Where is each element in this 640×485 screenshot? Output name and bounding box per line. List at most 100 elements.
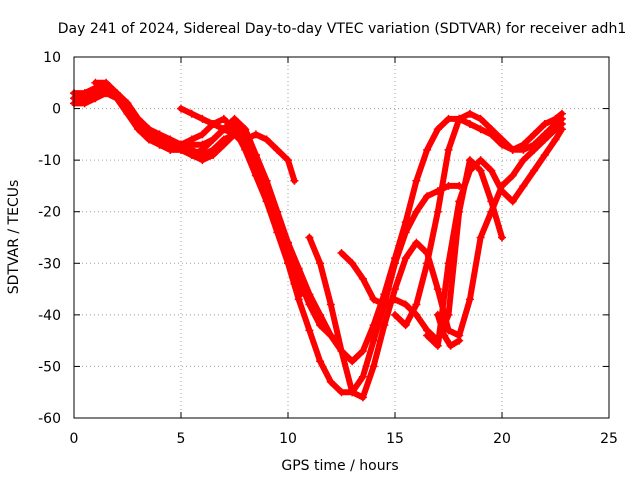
data-point-marker	[198, 114, 207, 123]
data-point-marker	[230, 120, 239, 129]
data-point-marker	[401, 254, 410, 263]
data-point-marker	[519, 156, 528, 165]
data-point-marker	[241, 135, 250, 144]
x-tick-label: 10	[279, 431, 297, 447]
data-point-marker	[358, 393, 367, 402]
data-point-marker	[262, 135, 271, 144]
data-point-marker	[284, 243, 292, 252]
data-point-marker	[112, 94, 121, 103]
data-point-marker	[455, 336, 464, 345]
data-point-marker	[423, 331, 432, 340]
data-point-marker	[433, 285, 442, 294]
data-point-marker	[316, 259, 325, 268]
data-point-marker	[540, 120, 549, 129]
series-track-7	[305, 120, 566, 402]
data-point-marker	[337, 388, 346, 397]
data-point-marker	[433, 125, 442, 134]
data-point-marker	[187, 109, 196, 118]
data-point-marker	[155, 140, 164, 149]
data-point-marker	[465, 120, 474, 129]
data-point-marker	[273, 212, 282, 221]
x-axis-label: GPS time / hours	[281, 458, 398, 474]
data-point-marker	[316, 321, 325, 330]
data-point-marker	[177, 104, 185, 113]
data-point-marker	[305, 326, 314, 335]
data-point-marker	[219, 114, 228, 123]
data-point-marker	[401, 300, 410, 309]
data-point-marker	[294, 295, 303, 304]
data-point-marker	[326, 331, 335, 340]
data-point-marker	[316, 357, 325, 366]
data-point-marker	[219, 140, 228, 149]
data-point-marker	[198, 130, 207, 139]
y-tick-label: 10	[43, 50, 61, 66]
data-point-marker	[557, 109, 566, 118]
grid	[74, 57, 609, 418]
data-point-marker	[262, 187, 271, 196]
data-point-marker	[337, 346, 346, 355]
data-point-marker	[80, 99, 89, 108]
data-point-marker	[465, 109, 474, 118]
data-point-marker	[91, 78, 100, 87]
data-point-marker	[423, 259, 432, 268]
x-tick-label: 20	[493, 431, 511, 447]
data-point-marker	[102, 83, 111, 92]
y-tick-label: -20	[38, 205, 61, 221]
data-point-marker	[433, 207, 442, 216]
data-point-marker	[519, 140, 528, 149]
data-point-marker	[380, 321, 389, 330]
x-tick-label: 15	[386, 431, 404, 447]
series-line	[92, 79, 302, 277]
data-point-marker	[444, 326, 453, 335]
data-point-marker	[540, 135, 549, 144]
data-point-marker	[391, 310, 399, 319]
y-tick-label: -60	[38, 411, 61, 427]
series-track-2	[70, 89, 464, 397]
data-point-marker	[465, 156, 474, 165]
data-point-marker	[412, 207, 421, 216]
data-point-marker	[290, 176, 299, 185]
data-point-marker	[369, 362, 378, 371]
data-point-marker	[446, 341, 455, 350]
data-point-marker	[530, 166, 539, 175]
data-point-marker	[498, 187, 506, 196]
data-point-marker	[551, 114, 560, 123]
data-point-marker	[391, 295, 399, 304]
data-point-marker	[209, 120, 218, 129]
data-point-marker	[401, 321, 410, 330]
data-point-marker	[476, 114, 485, 123]
data-point-marker	[476, 166, 485, 175]
data-point-marker	[551, 135, 560, 144]
data-point-marker	[433, 341, 442, 350]
data-point-marker	[251, 161, 260, 170]
data-point-marker	[508, 171, 517, 180]
y-tick-label: -10	[38, 153, 61, 169]
data-point-marker	[444, 181, 453, 190]
data-point-marker	[540, 150, 549, 159]
y-tick-label: -30	[38, 256, 61, 272]
data-point-marker	[444, 145, 453, 154]
series-track-6	[177, 104, 299, 185]
data-point-marker	[498, 233, 506, 242]
plot-frame	[73, 56, 610, 419]
y-tick-labels: -60 -50 -40 -30 -20 -10 0 10	[38, 50, 61, 427]
data-point-marker	[348, 259, 357, 268]
data-point-marker	[487, 197, 496, 206]
data-point-marker	[337, 248, 346, 257]
data-point-marker	[134, 114, 143, 123]
data-point-marker	[166, 135, 175, 144]
data-point-marker	[423, 145, 432, 154]
data-point-marker	[198, 140, 207, 149]
data-point-marker	[391, 285, 399, 294]
data-point-marker	[198, 156, 207, 165]
data-point-marker	[557, 125, 566, 134]
series-track-5	[102, 83, 335, 340]
data-point-marker	[508, 145, 517, 154]
data-point-marker	[487, 125, 496, 134]
data-point-marker	[348, 388, 357, 397]
ticks	[73, 56, 610, 419]
data-point-marker	[209, 135, 218, 144]
data-point-marker	[380, 300, 389, 309]
